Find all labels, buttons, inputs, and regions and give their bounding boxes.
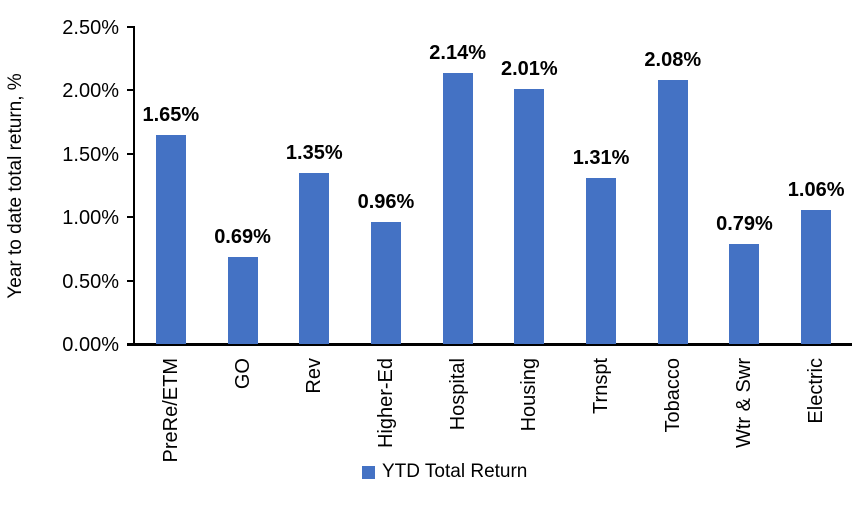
bar-tobacco [657, 80, 688, 344]
y-tick-label: 1.50% [62, 143, 119, 166]
bar-value-label: 0.79% [716, 213, 773, 235]
bar-value-label: 0.96% [357, 191, 415, 213]
bar-housing [514, 89, 545, 344]
x-category-label: Higher-Ed [374, 358, 397, 449]
bar-value-label: 1.65% [142, 104, 200, 126]
y-tick-mark [127, 89, 135, 92]
y-tick-mark [127, 152, 135, 155]
bar-higher-ed [370, 222, 401, 344]
y-tick-label: 0.50% [62, 270, 119, 293]
bar-value-label: 1.31% [572, 147, 630, 169]
bar-trnspt [586, 178, 617, 344]
bar-value-label: 1.35% [285, 142, 343, 164]
x-category-label: PreRe/ETM [159, 358, 182, 463]
x-category-label: Hospital [446, 358, 469, 431]
x-category-label: GO [231, 358, 254, 390]
bar-rev [299, 173, 330, 344]
y-tick-label: 0.00% [62, 334, 119, 356]
legend-swatch-icon [362, 465, 375, 479]
bar-prere-etm [155, 135, 186, 344]
bar-value-label: 0.69% [214, 226, 271, 248]
y-tick-mark [127, 279, 135, 282]
y-tick-label: 2.50% [62, 17, 119, 39]
x-category-label: Electric [805, 358, 828, 424]
bar-go [227, 257, 258, 344]
bar-value-label: 1.06% [787, 179, 845, 201]
y-tick-label: 2.00% [62, 80, 119, 103]
x-axis-line [127, 343, 852, 346]
x-category-label: Trnspt [590, 358, 613, 414]
bar-electric [801, 210, 832, 344]
y-tick-mark [127, 343, 135, 345]
x-category-label: Tobacco [661, 358, 684, 433]
x-category-label: Housing [518, 358, 541, 432]
x-category-label: Rev [303, 358, 326, 394]
bar-value-label: 2.14% [429, 42, 486, 64]
y-axis-title: Year to date total return, % [5, 73, 26, 299]
y-tick-label: 1.00% [62, 207, 119, 230]
bar-value-label: 2.01% [500, 58, 558, 80]
legend-label: YTD Total Return [382, 461, 528, 482]
legend: YTD Total Return [362, 461, 527, 483]
y-tick-mark [127, 216, 135, 219]
bar-wtr-swr [729, 244, 760, 344]
y-tick-mark [127, 26, 135, 28]
y-axis-line [133, 27, 135, 344]
bar-value-label: 2.08% [644, 49, 702, 71]
bar-hospital [442, 73, 473, 344]
x-category-label: Wtr & Swr [733, 358, 756, 448]
